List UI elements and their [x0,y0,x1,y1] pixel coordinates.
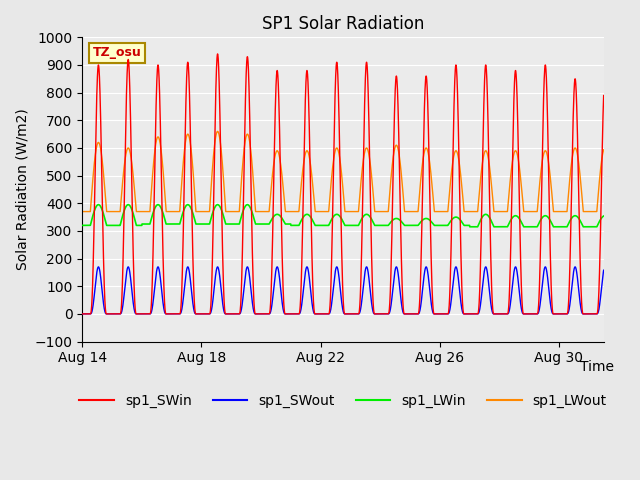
sp1_SWout [600,267,607,273]
Line: sp1_LWout: sp1_LWout [83,132,604,212]
X-axis label: Time: Time [580,360,614,374]
sp1_SWin [451,75,459,81]
sp1_LWin [126,203,134,208]
sp1_LWout [399,187,406,192]
sp1_LWout [451,149,459,155]
sp1_LWin [399,220,406,226]
sp1_SWout [187,283,195,289]
sp1_SWout [154,264,162,270]
sp1_SWin [394,80,401,86]
sp1_LWin [154,202,162,207]
sp1_LWin [600,213,607,219]
sp1_LWout [126,148,134,154]
Text: TZ_osu: TZ_osu [93,47,141,60]
sp1_SWout [394,265,401,271]
Legend: sp1_SWin, sp1_SWout, sp1_LWin, sp1_LWout: sp1_SWin, sp1_SWout, sp1_LWin, sp1_LWout [74,388,612,413]
Title: SP1 Solar Radiation: SP1 Solar Radiation [262,15,424,33]
sp1_SWin [600,93,607,98]
sp1_SWin [214,51,221,57]
sp1_LWin [79,223,86,228]
sp1_SWout [399,308,406,314]
sp1_SWout [451,266,459,272]
Line: sp1_SWin: sp1_SWin [83,54,604,314]
sp1_LWout [187,145,195,151]
sp1_LWin [466,224,474,229]
sp1_LWout [394,143,401,149]
sp1_LWin [451,215,459,220]
sp1_SWout [162,311,170,316]
sp1_LWin [162,219,170,225]
sp1_SWout [126,269,134,275]
sp1_LWout [214,129,221,134]
sp1_LWout [600,147,607,153]
sp1_SWin [126,85,134,91]
Line: sp1_SWout: sp1_SWout [83,267,604,314]
Line: sp1_LWin: sp1_LWin [83,204,604,227]
sp1_LWin [394,216,401,221]
sp1_LWin [187,205,195,211]
sp1_SWout [79,311,86,317]
sp1_SWin [161,309,169,315]
sp1_SWin [79,311,86,317]
sp1_LWout [79,209,86,215]
sp1_LWout [161,198,169,204]
Y-axis label: Solar Radiation (W/m2): Solar Radiation (W/m2) [15,108,29,270]
sp1_SWin [399,296,406,301]
sp1_SWin [187,157,195,163]
